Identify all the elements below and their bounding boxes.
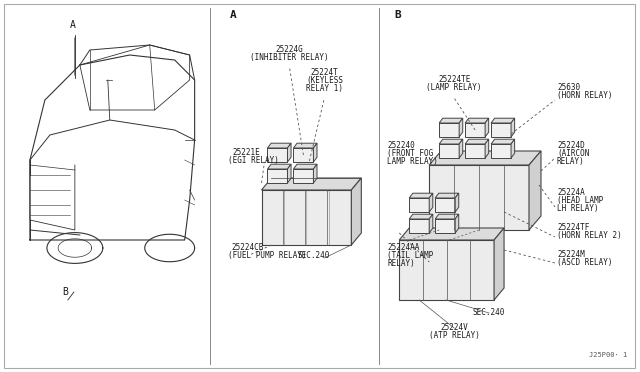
Text: 25630: 25630 <box>557 83 580 92</box>
Bar <box>439 123 459 137</box>
Text: LH RELAY): LH RELAY) <box>557 204 598 213</box>
Polygon shape <box>429 151 541 165</box>
Text: 25224TE: 25224TE <box>438 75 470 84</box>
Bar <box>399 240 494 300</box>
Text: LAMP RELAY): LAMP RELAY) <box>387 157 438 166</box>
Polygon shape <box>465 118 489 123</box>
Text: (ASCD RELAY): (ASCD RELAY) <box>557 258 612 267</box>
Text: 25224CB: 25224CB <box>232 243 264 252</box>
Text: 25224AA: 25224AA <box>387 243 420 252</box>
Polygon shape <box>455 214 459 233</box>
Bar <box>491 123 511 137</box>
Bar <box>294 148 314 162</box>
Text: 25224V: 25224V <box>440 323 468 332</box>
Text: 25224T: 25224T <box>310 68 339 77</box>
Polygon shape <box>465 139 489 144</box>
Text: B: B <box>62 287 68 297</box>
Polygon shape <box>429 193 433 212</box>
Polygon shape <box>494 228 504 300</box>
Bar <box>409 219 429 233</box>
Polygon shape <box>429 214 433 233</box>
Polygon shape <box>439 139 463 144</box>
Polygon shape <box>511 118 515 137</box>
Text: J25P00· 1: J25P00· 1 <box>589 352 627 358</box>
Text: 252240: 252240 <box>387 141 415 150</box>
Polygon shape <box>287 164 291 183</box>
Text: (LAMP RELAY): (LAMP RELAY) <box>426 83 482 92</box>
Polygon shape <box>268 164 291 169</box>
Bar <box>268 169 287 183</box>
Polygon shape <box>485 118 489 137</box>
Polygon shape <box>314 143 317 162</box>
Text: RELAY 1): RELAY 1) <box>306 84 343 93</box>
Text: 25224G: 25224G <box>276 45 303 54</box>
Polygon shape <box>529 151 541 230</box>
Bar <box>429 165 529 230</box>
Bar <box>435 219 455 233</box>
Text: 25224A: 25224A <box>557 188 585 197</box>
Text: 25224D: 25224D <box>557 141 585 150</box>
Polygon shape <box>491 118 515 123</box>
Bar <box>409 198 429 212</box>
Text: (TAIL LAMP: (TAIL LAMP <box>387 251 433 260</box>
Text: SEC.240: SEC.240 <box>473 308 505 317</box>
Bar <box>491 144 511 158</box>
Text: A: A <box>70 20 76 30</box>
Polygon shape <box>491 139 515 144</box>
Polygon shape <box>459 118 463 137</box>
Polygon shape <box>351 178 362 245</box>
Text: RELAY): RELAY) <box>387 259 415 268</box>
Polygon shape <box>409 214 433 219</box>
Polygon shape <box>287 143 291 162</box>
Polygon shape <box>399 228 504 240</box>
Polygon shape <box>262 178 362 190</box>
Polygon shape <box>435 214 459 219</box>
Text: 25221E: 25221E <box>232 148 260 157</box>
Text: 25224TF: 25224TF <box>557 223 589 232</box>
Text: (KEYLESS: (KEYLESS <box>306 76 343 85</box>
Text: (EGI RELAY): (EGI RELAY) <box>228 156 278 165</box>
Bar <box>439 144 459 158</box>
Text: (FRONT FOG: (FRONT FOG <box>387 149 433 158</box>
Text: SEC.240: SEC.240 <box>297 251 330 260</box>
Text: (AIRCON: (AIRCON <box>557 149 589 158</box>
Bar <box>268 148 287 162</box>
Polygon shape <box>455 193 459 212</box>
Text: (ATP RELAY): (ATP RELAY) <box>429 331 479 340</box>
Bar <box>465 123 485 137</box>
Text: RELAY): RELAY) <box>557 157 585 166</box>
Polygon shape <box>409 193 433 198</box>
Polygon shape <box>439 118 463 123</box>
Bar <box>465 144 485 158</box>
Text: (INHIBITER RELAY): (INHIBITER RELAY) <box>250 53 329 62</box>
Bar <box>262 190 351 245</box>
Text: (HORN RELAY 2): (HORN RELAY 2) <box>557 231 621 240</box>
Text: (FUEL PUMP RELAY): (FUEL PUMP RELAY) <box>228 251 306 260</box>
Text: A: A <box>230 10 236 20</box>
Polygon shape <box>314 164 317 183</box>
Bar <box>435 198 455 212</box>
Polygon shape <box>511 139 515 158</box>
Polygon shape <box>268 143 291 148</box>
Text: (HORN RELAY): (HORN RELAY) <box>557 91 612 100</box>
Polygon shape <box>294 164 317 169</box>
Bar <box>294 169 314 183</box>
Polygon shape <box>294 143 317 148</box>
Text: B: B <box>394 10 401 20</box>
Polygon shape <box>485 139 489 158</box>
Polygon shape <box>435 193 459 198</box>
Polygon shape <box>459 139 463 158</box>
Text: (HEAD LAMP: (HEAD LAMP <box>557 196 604 205</box>
Text: 25224M: 25224M <box>557 250 585 259</box>
